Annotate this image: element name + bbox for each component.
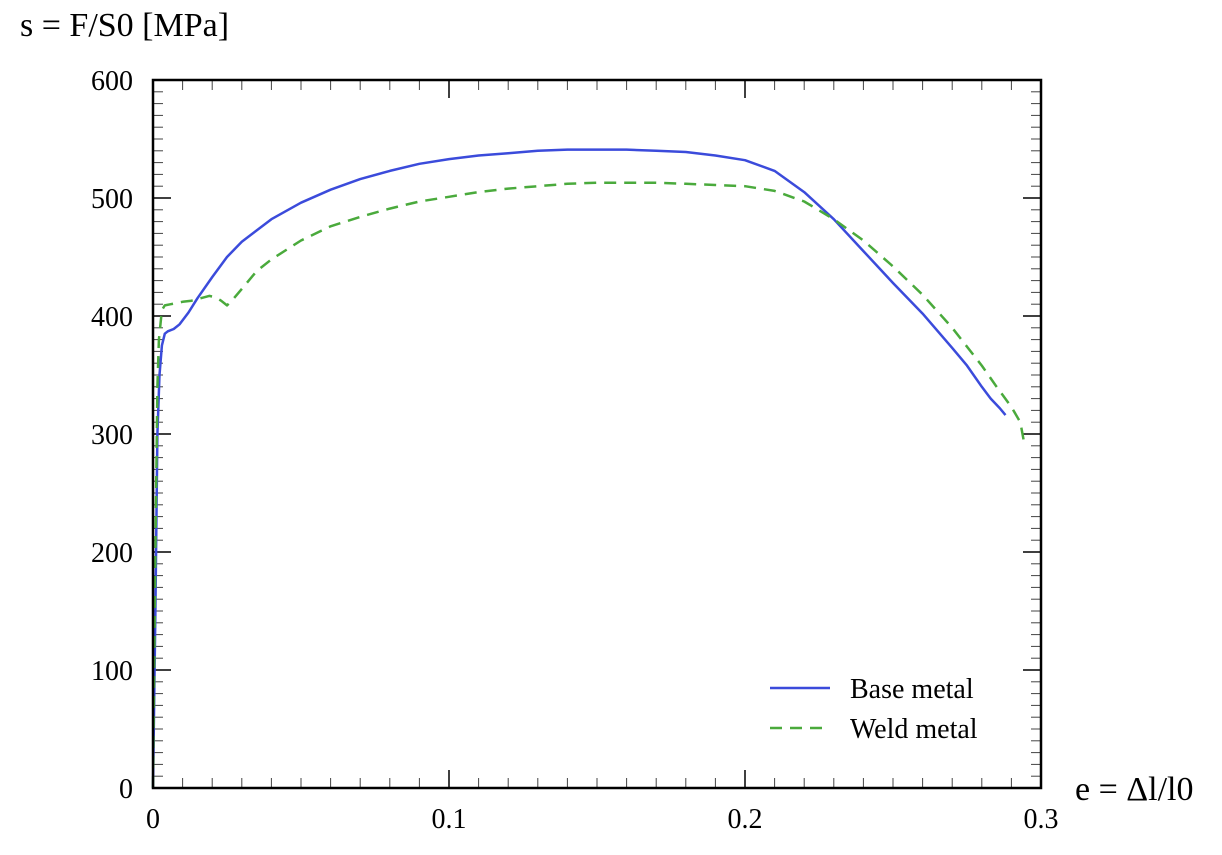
- legend: Base metal Weld metal: [770, 674, 978, 745]
- x-tick-label: 0.2: [728, 804, 763, 835]
- series-line-1: [151, 148, 1007, 789]
- series-layer: [151, 148, 1026, 789]
- y-tick-label: 100: [91, 656, 133, 687]
- y-tick-label: 0: [119, 774, 133, 805]
- y-tick-label: 300: [91, 420, 133, 451]
- tick-labels: 0 0.1 0.2 0.3 0 100 200 300 400 500 600: [91, 66, 1059, 835]
- x-tick-label: 0: [146, 804, 160, 835]
- y-axis-title: s = F/S0 [MPa]: [20, 7, 229, 44]
- y-tick-label: 600: [91, 66, 133, 97]
- legend-label-1: Base metal: [850, 674, 974, 705]
- y-tick-label: 400: [91, 302, 133, 333]
- x-axis-title: e = Δl/l0: [1075, 771, 1193, 808]
- legend-label-2: Weld metal: [850, 714, 978, 745]
- x-tick-label: 0.1: [432, 804, 467, 835]
- series-line-2: [151, 181, 1026, 789]
- plot-frame: [151, 78, 1043, 790]
- y-tick-label: 500: [91, 184, 133, 215]
- y-tick-label: 200: [91, 538, 133, 569]
- x-tick-label: 0.3: [1024, 804, 1059, 835]
